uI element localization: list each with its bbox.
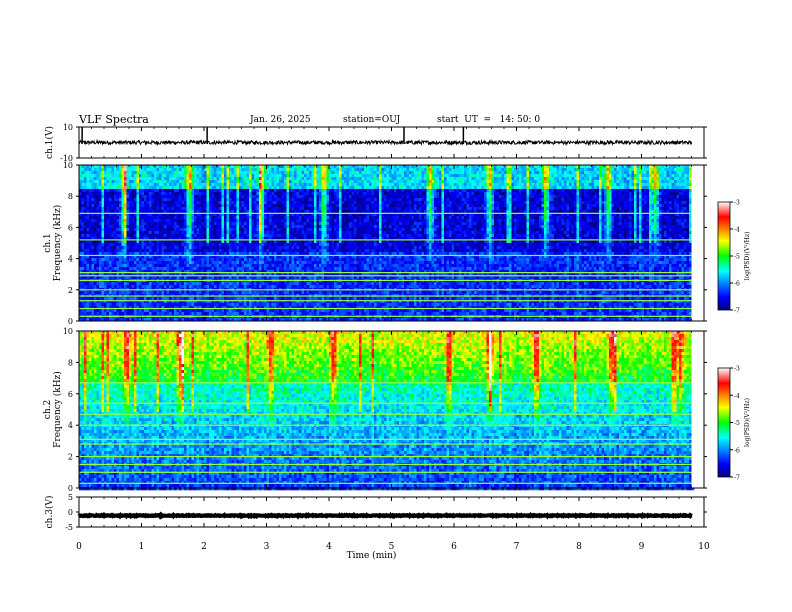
y-tick-label: -10 <box>60 154 73 163</box>
narrowband-line <box>79 272 692 274</box>
colorbar-tick-label: -7 <box>734 308 740 315</box>
x-tick-label: 1 <box>139 542 145 552</box>
x-tick-label: 9 <box>639 542 645 552</box>
ch1-waveform-trace <box>78 138 693 147</box>
y-tick-label: 2 <box>68 286 73 295</box>
x-tick-label: 8 <box>576 542 582 552</box>
colorbar <box>717 201 731 311</box>
chart-title: VLF Spectra <box>79 113 149 126</box>
y-tick-label: 6 <box>68 223 73 232</box>
colorbar-label: log(PSD)(V²/Hz) <box>744 398 751 447</box>
x-tick-label: 5 <box>389 542 395 552</box>
x-tick-label: 10 <box>698 542 710 552</box>
narrowband-line <box>79 254 692 257</box>
y-tick-label: 8 <box>68 358 73 367</box>
y-tick-label: 10 <box>63 327 73 336</box>
narrowband-line <box>79 456 692 458</box>
y-axis-label-frequency: Frequency (kHz) <box>52 205 63 282</box>
y-tick-label: 0 <box>68 484 73 493</box>
narrowband-line <box>79 239 692 241</box>
y-tick-label: 0 <box>68 317 73 326</box>
narrowband-line <box>79 212 692 214</box>
y-tick-label: 4 <box>68 255 73 264</box>
y-tick-label: 4 <box>68 421 73 430</box>
narrowband-line <box>79 295 692 297</box>
narrowband-line <box>79 289 692 291</box>
x-tick-label: 7 <box>514 542 520 552</box>
y-axis-label-frequency: Frequency (kHz) <box>52 371 63 448</box>
narrowband-line <box>79 307 692 310</box>
narrowband-line <box>79 424 692 426</box>
x-tick-label: 6 <box>451 542 457 552</box>
narrowband-line <box>79 279 692 282</box>
colorbar-tick-label: -3 <box>734 200 740 207</box>
narrowband-line <box>79 413 692 415</box>
y-tick-label: 0 <box>68 508 73 517</box>
y-axis-label: ch.3(V) <box>44 496 55 529</box>
ch2-spectrogram-cells <box>79 331 704 491</box>
colorbar-tick-label: -5 <box>734 254 740 261</box>
y-tick-label: -5 <box>65 523 73 532</box>
date-label: Jan. 26, 2025 <box>250 115 311 125</box>
narrowband-line <box>79 438 692 440</box>
colorbar-tick-label: -3 <box>734 366 740 373</box>
colorbar-tick-label: -4 <box>734 393 740 400</box>
x-axis-label: Time (min) <box>347 550 397 561</box>
y-axis-label-channel: ch.1 <box>43 233 53 252</box>
narrowband-line <box>79 315 692 317</box>
y-tick-label: 5 <box>68 493 73 502</box>
narrowband-line <box>79 471 692 473</box>
y-tick-label: 10 <box>63 123 73 132</box>
y-tick-label: 10 <box>63 161 73 170</box>
colorbar-tick-label: -6 <box>734 281 740 288</box>
colorbar-tick-label: -4 <box>734 227 740 234</box>
no-data-region <box>691 331 704 488</box>
station-label: station=OUJ <box>343 115 400 125</box>
colorbar <box>717 367 731 478</box>
x-tick-label: 0 <box>76 542 82 552</box>
narrowband-line <box>79 402 692 404</box>
narrowband-line <box>79 382 692 384</box>
colorbar-label: log(PSD)(V²/Hz) <box>744 232 751 281</box>
narrowband-line <box>79 482 692 484</box>
ch1-spectrogram-cells <box>79 165 704 322</box>
colorbar-tick-label: -5 <box>734 420 740 427</box>
narrowband-line <box>79 300 692 302</box>
y-tick-label: 6 <box>68 390 73 399</box>
y-axis-label-channel: ch.2 <box>43 400 53 419</box>
colorbar-tick-label: -7 <box>734 475 740 482</box>
y-tick-label: 8 <box>68 192 73 201</box>
colorbar-tick-label: -6 <box>734 447 740 454</box>
x-tick-label: 4 <box>326 542 332 552</box>
y-axis-label: ch.1(V) <box>44 126 55 159</box>
x-tick-label: 2 <box>201 542 207 552</box>
y-tick-label: 2 <box>68 453 73 462</box>
no-data-region <box>691 165 704 321</box>
start-time-label: start UT = 14: 50: 0 <box>437 115 540 125</box>
narrowband-line <box>79 463 692 466</box>
ch3-waveform-trace <box>77 511 693 520</box>
x-tick-label: 3 <box>264 542 270 552</box>
narrowband-line <box>79 443 692 445</box>
panel-frame-4 <box>78 496 705 528</box>
narrowband-line <box>79 275 692 277</box>
